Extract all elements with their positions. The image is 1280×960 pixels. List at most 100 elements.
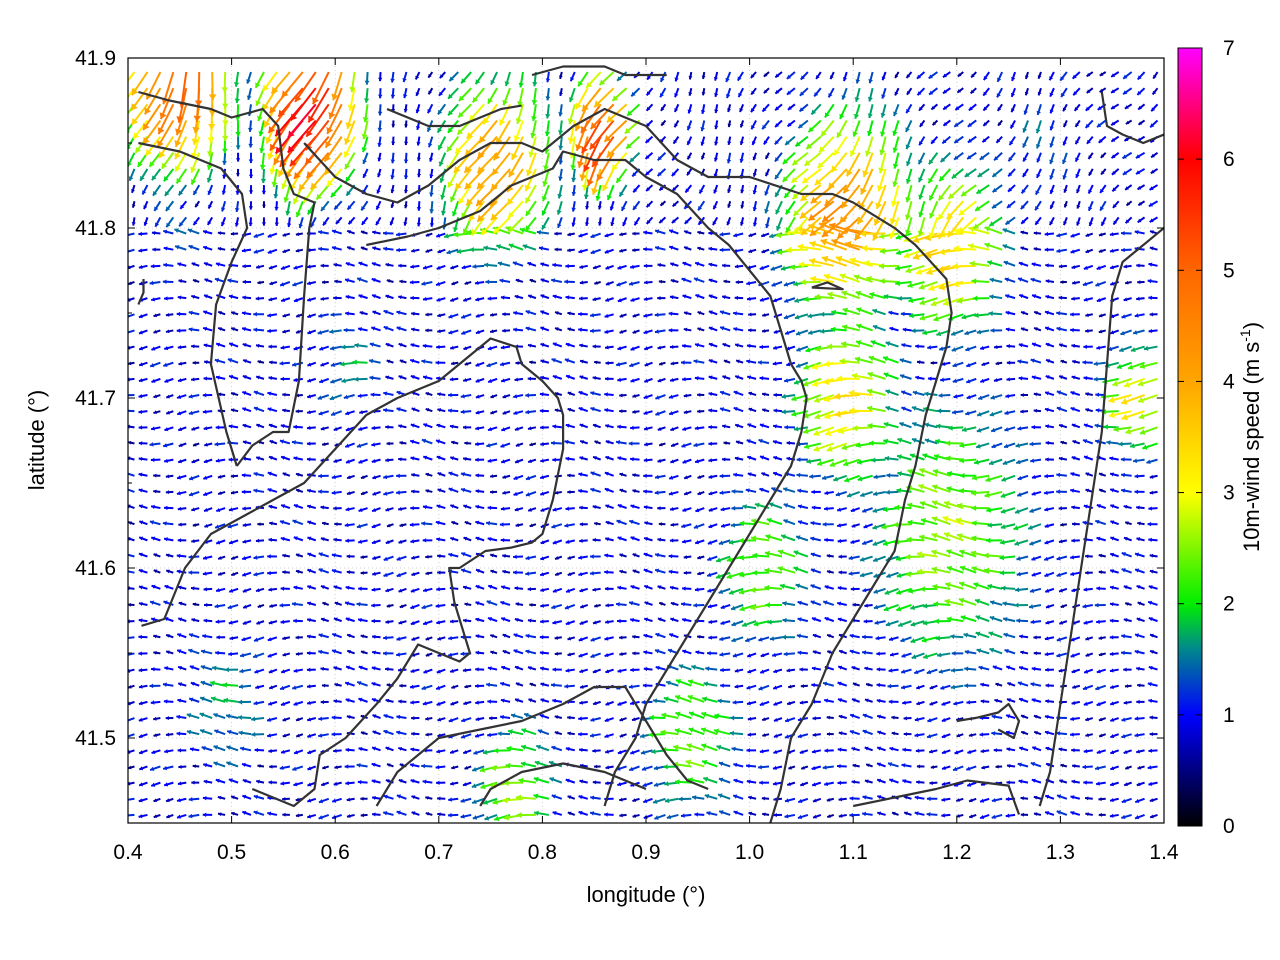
- wind-arrow: [674, 694, 692, 703]
- wind-arrow: [929, 200, 939, 219]
- wind-arrow: [375, 216, 382, 226]
- wind-arrow: [358, 697, 368, 703]
- wind-arrow: [571, 168, 577, 183]
- wind-arrow: [421, 438, 433, 445]
- wind-arrow: [463, 536, 472, 542]
- wind-arrow: [1085, 812, 1093, 817]
- wind-arrow: [475, 536, 485, 542]
- wind-arrow: [1143, 345, 1158, 351]
- wind-arrow: [230, 231, 239, 236]
- wind-arrow: [874, 620, 886, 625]
- wind-arrow: [695, 293, 705, 300]
- wind-arrow: [1109, 813, 1119, 818]
- wind-arrow: [192, 279, 200, 283]
- wind-arrow: [396, 571, 407, 578]
- wind-arrow: [357, 393, 368, 398]
- wind-arrow: [1098, 717, 1107, 722]
- wind-arrow: [868, 355, 886, 364]
- wind-arrow: [739, 520, 757, 527]
- wind-arrow: [154, 216, 162, 228]
- wind-arrow: [831, 238, 860, 251]
- wind-arrow: [360, 490, 368, 496]
- wind-arrow: [422, 264, 433, 270]
- wind-arrow: [748, 795, 757, 800]
- wind-arrow: [911, 405, 925, 413]
- wind-arrow: [683, 410, 692, 415]
- wind-arrow: [768, 502, 783, 510]
- wind-arrow: [346, 200, 356, 211]
- wind-arrow: [306, 601, 317, 606]
- wind-arrow: [1036, 168, 1042, 179]
- wind-arrow: [360, 813, 368, 818]
- wind-arrow: [617, 618, 627, 624]
- wind-arrow: [841, 324, 860, 332]
- wind-arrow: [539, 635, 549, 640]
- wind-arrow: [713, 184, 719, 194]
- wind-arrow: [652, 797, 666, 804]
- wind-arrow: [813, 426, 835, 437]
- wind-arrow: [282, 248, 291, 254]
- wind-arrow: [174, 244, 187, 251]
- wind-arrow: [813, 442, 835, 452]
- wind-arrow: [138, 651, 148, 656]
- wind-arrow: [178, 522, 187, 527]
- wind-arrow: [579, 604, 589, 609]
- wind-arrow: [539, 555, 550, 561]
- wind-arrow: [371, 587, 381, 592]
- wind-arrow: [752, 552, 770, 559]
- wind-arrow: [688, 727, 705, 736]
- wind-arrow: [529, 442, 537, 447]
- wind-arrow: [1070, 795, 1081, 800]
- wind-arrow: [579, 684, 588, 689]
- wind-arrow: [1134, 230, 1145, 235]
- wind-arrow: [411, 248, 420, 253]
- wind-arrow: [203, 294, 213, 300]
- wind-arrow: [228, 424, 239, 429]
- wind-arrow: [841, 442, 860, 451]
- wind-arrow: [571, 184, 577, 196]
- wind-arrow: [396, 490, 407, 495]
- wind-arrow: [372, 650, 381, 655]
- wind-arrow: [837, 747, 847, 752]
- wind-arrow: [842, 168, 861, 194]
- wind-arrow: [774, 87, 783, 95]
- wind-arrow: [178, 361, 187, 366]
- wind-arrow: [578, 232, 589, 238]
- wind-arrow: [254, 668, 265, 674]
- wind-arrow: [293, 424, 303, 430]
- wind-arrow: [958, 200, 977, 216]
- wind-arrow: [165, 474, 174, 479]
- wind-arrow: [410, 343, 420, 348]
- wind-arrow: [1020, 246, 1029, 251]
- wind-arrow: [1098, 652, 1106, 657]
- wind-arrow: [629, 152, 641, 163]
- wind-arrow: [797, 488, 809, 494]
- wind-arrow: [333, 295, 342, 301]
- wind-arrow: [1071, 375, 1081, 380]
- wind-arrow: [1070, 716, 1080, 722]
- wind-arrow: [1082, 603, 1093, 609]
- wind-arrow: [1062, 120, 1068, 128]
- wind-arrow: [131, 217, 136, 226]
- wind-arrow: [1076, 217, 1081, 226]
- wind-arrow: [422, 620, 433, 626]
- wind-arrow: [814, 293, 834, 301]
- wind-arrow: [797, 119, 809, 129]
- wind-arrow: [372, 474, 381, 480]
- wind-arrow: [228, 374, 239, 380]
- wind-arrow: [697, 409, 705, 414]
- wind-arrow: [645, 103, 654, 112]
- wind-arrow: [1017, 277, 1029, 283]
- wind-arrow: [487, 505, 498, 510]
- wind-arrow: [1109, 684, 1119, 690]
- wind-arrow: [554, 327, 563, 332]
- wind-arrow: [160, 152, 175, 170]
- wind-arrow: [523, 712, 537, 719]
- wind-arrow: [594, 603, 601, 608]
- wind-arrow: [248, 185, 254, 194]
- wind-arrow: [377, 88, 383, 99]
- wind-arrow: [228, 342, 239, 348]
- wind-arrow: [1030, 458, 1042, 463]
- wind-arrow: [976, 426, 990, 433]
- wind-arrow: [604, 812, 614, 817]
